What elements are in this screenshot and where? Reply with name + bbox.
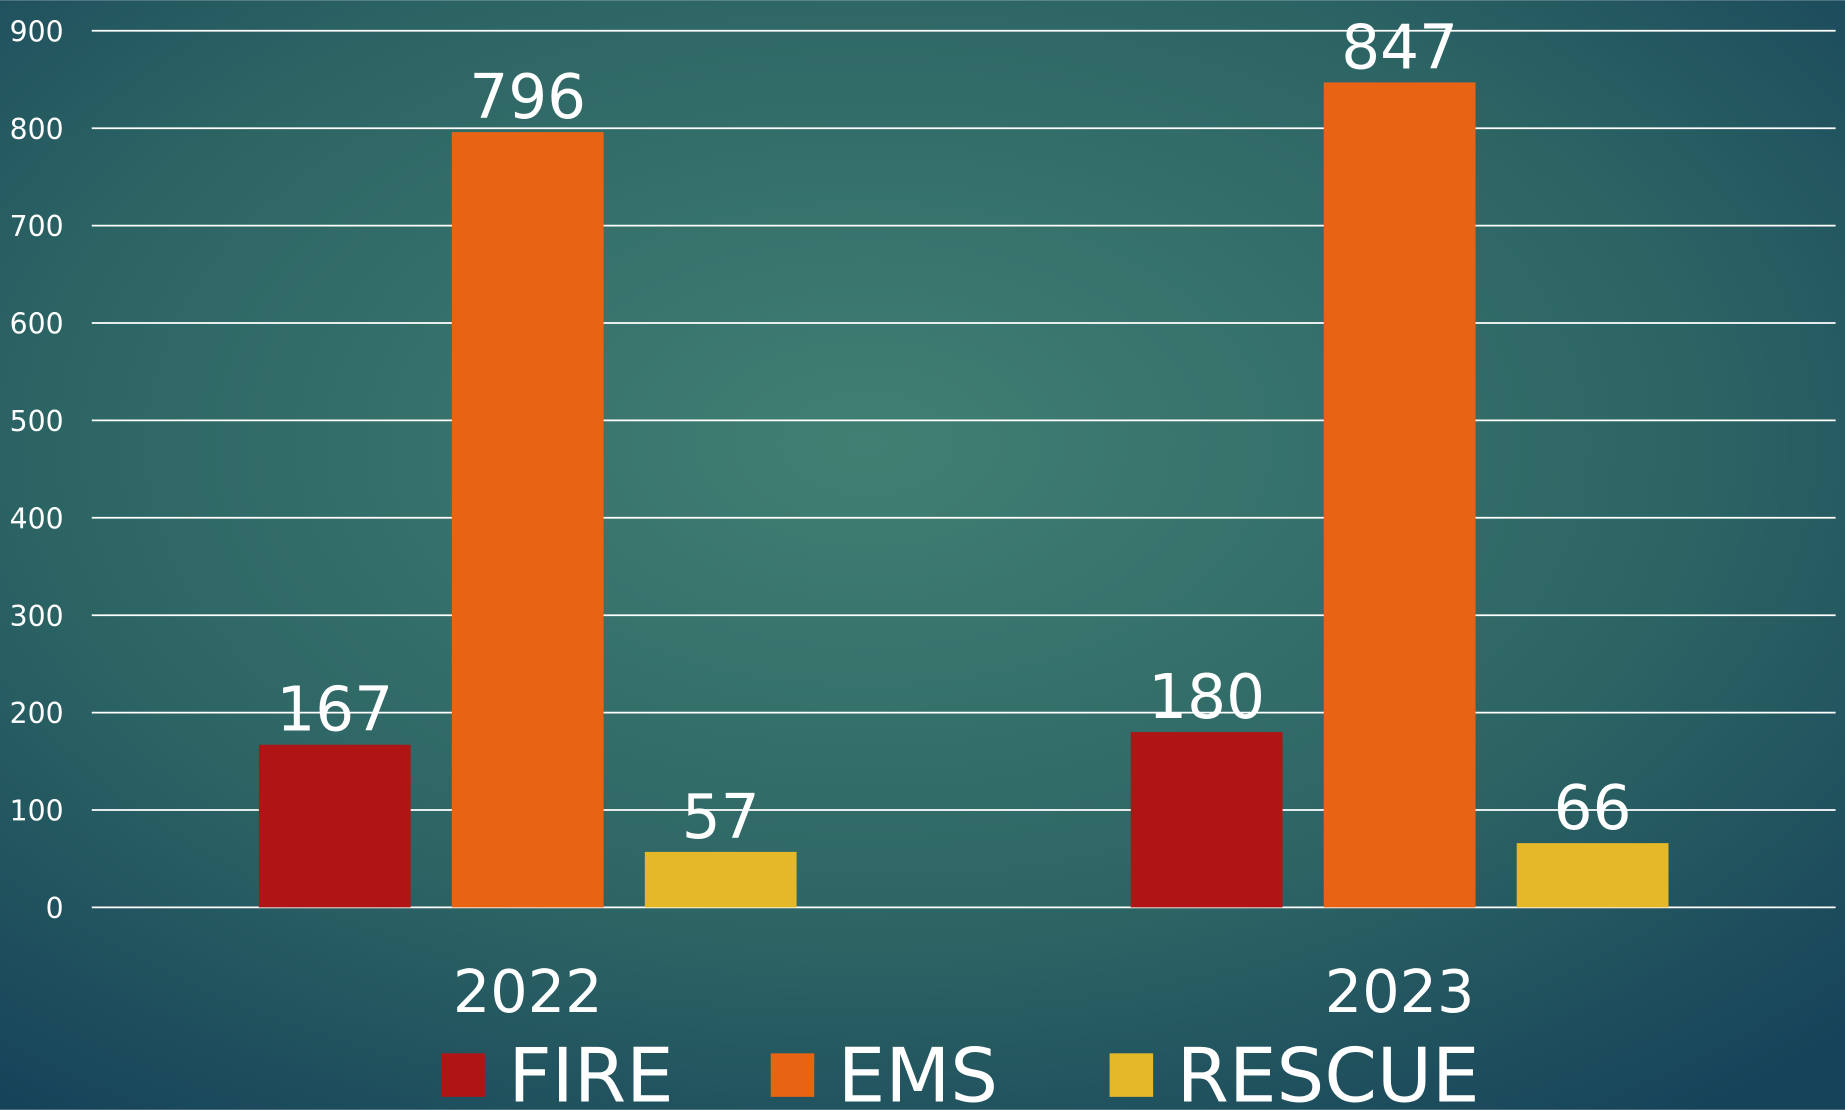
legend-label: FIRE [508,1032,673,1110]
bar [1323,82,1476,908]
y-tick-label: 300 [10,600,64,633]
data-label: 796 [469,62,586,133]
bar [451,132,604,908]
legend-swatch [1109,1053,1154,1097]
legend-label: RESCUE [1177,1032,1480,1110]
y-tick-label: 0 [46,892,64,925]
y-tick-label: 500 [10,405,64,438]
y-tick-label: 700 [10,210,64,243]
y-tick-label: 900 [10,15,64,48]
legend-swatch [770,1053,815,1097]
y-tick-label: 200 [10,697,64,730]
data-label: 57 [682,782,760,853]
bar [1130,732,1283,908]
y-tick-label: 800 [10,113,64,146]
bar [1516,843,1669,908]
y-tick-label: 600 [10,308,64,341]
y-tick-label: 400 [10,502,64,535]
x-tick-label: 2022 [453,957,603,1026]
bar [258,744,411,908]
data-label: 847 [1341,12,1458,83]
x-tick-label: 2023 [1325,957,1475,1026]
data-label: 180 [1148,662,1265,733]
bar [644,851,797,908]
legend-swatch [441,1053,485,1097]
y-tick-label: 100 [10,795,64,828]
data-label: 66 [1554,773,1632,844]
data-label: 167 [276,675,393,746]
legend-label: EMS [838,1032,998,1110]
